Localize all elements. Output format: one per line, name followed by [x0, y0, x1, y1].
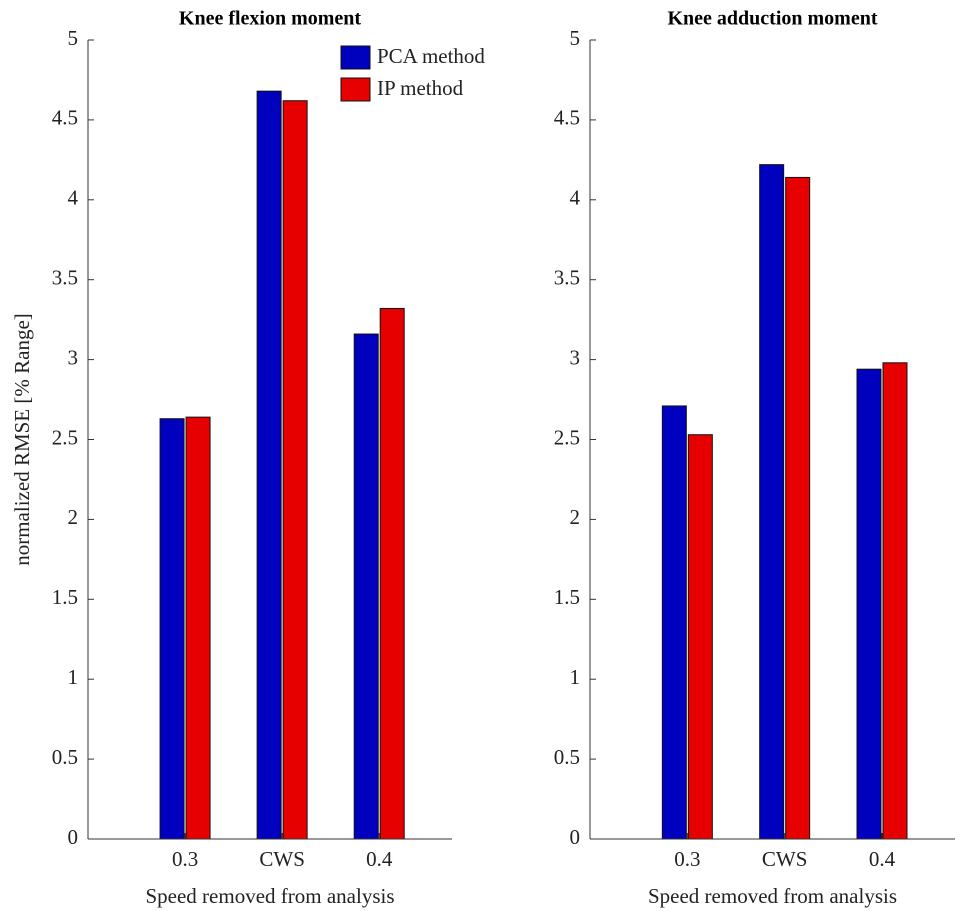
- x-axis-label: Speed removed from analysis: [648, 884, 897, 908]
- y-tick-label: 0.5: [52, 745, 78, 769]
- chart-title: Knee adduction moment: [668, 8, 878, 30]
- y-tick-label: 2: [570, 505, 581, 529]
- y-tick-label: 0.5: [554, 745, 580, 769]
- y-tick-label: 1.5: [52, 585, 78, 609]
- x-axis-label: Speed removed from analysis: [145, 884, 394, 908]
- y-tick-label: 1.5: [554, 585, 580, 609]
- bar: [687, 434, 713, 840]
- y-tick-label: 2.5: [52, 425, 78, 449]
- y-tick-label: 3: [68, 345, 79, 369]
- x-tick-label: CWS: [259, 847, 305, 871]
- y-tick-label: 1: [68, 665, 79, 689]
- bar: [185, 416, 211, 840]
- bar: [759, 164, 785, 840]
- y-tick-label: 3.5: [554, 266, 580, 290]
- x-tick-label: CWS: [762, 847, 808, 871]
- y-tick-label: 0: [570, 825, 581, 849]
- y-tick-label: 5: [570, 26, 581, 50]
- x-tick-label: 0.3: [172, 847, 198, 871]
- bar: [379, 307, 405, 840]
- bar: [661, 405, 687, 840]
- bar: [282, 100, 308, 840]
- legend-label: IP method: [377, 76, 464, 100]
- x-tick-label: 0.4: [366, 847, 393, 871]
- y-tick-label: 0: [68, 825, 79, 849]
- y-tick-label: 4: [68, 186, 79, 210]
- x-tick-label: 0.4: [869, 847, 896, 871]
- y-tick-label: 2.5: [554, 425, 580, 449]
- y-tick-label: 3.5: [52, 266, 78, 290]
- y-tick-label: 5: [68, 26, 79, 50]
- y-tick-label: 4: [570, 186, 581, 210]
- legend-label: PCA method: [377, 44, 485, 68]
- y-axis-label: normalized RMSE [% Range]: [10, 313, 34, 566]
- bar: [882, 362, 908, 840]
- bar: [159, 418, 185, 840]
- y-tick-label: 3: [570, 345, 581, 369]
- x-tick-label: 0.3: [674, 847, 700, 871]
- legend-swatch: [340, 77, 371, 102]
- y-tick-label: 4.5: [554, 106, 580, 130]
- bar: [856, 368, 882, 840]
- bar: [256, 90, 282, 840]
- y-tick-label: 1: [570, 665, 581, 689]
- bar: [353, 333, 379, 840]
- legend-swatch: [340, 45, 371, 70]
- y-tick-label: 4.5: [52, 106, 78, 130]
- chart-title: Knee flexion moment: [179, 8, 362, 30]
- bar: [785, 176, 811, 840]
- y-tick-label: 2: [68, 505, 79, 529]
